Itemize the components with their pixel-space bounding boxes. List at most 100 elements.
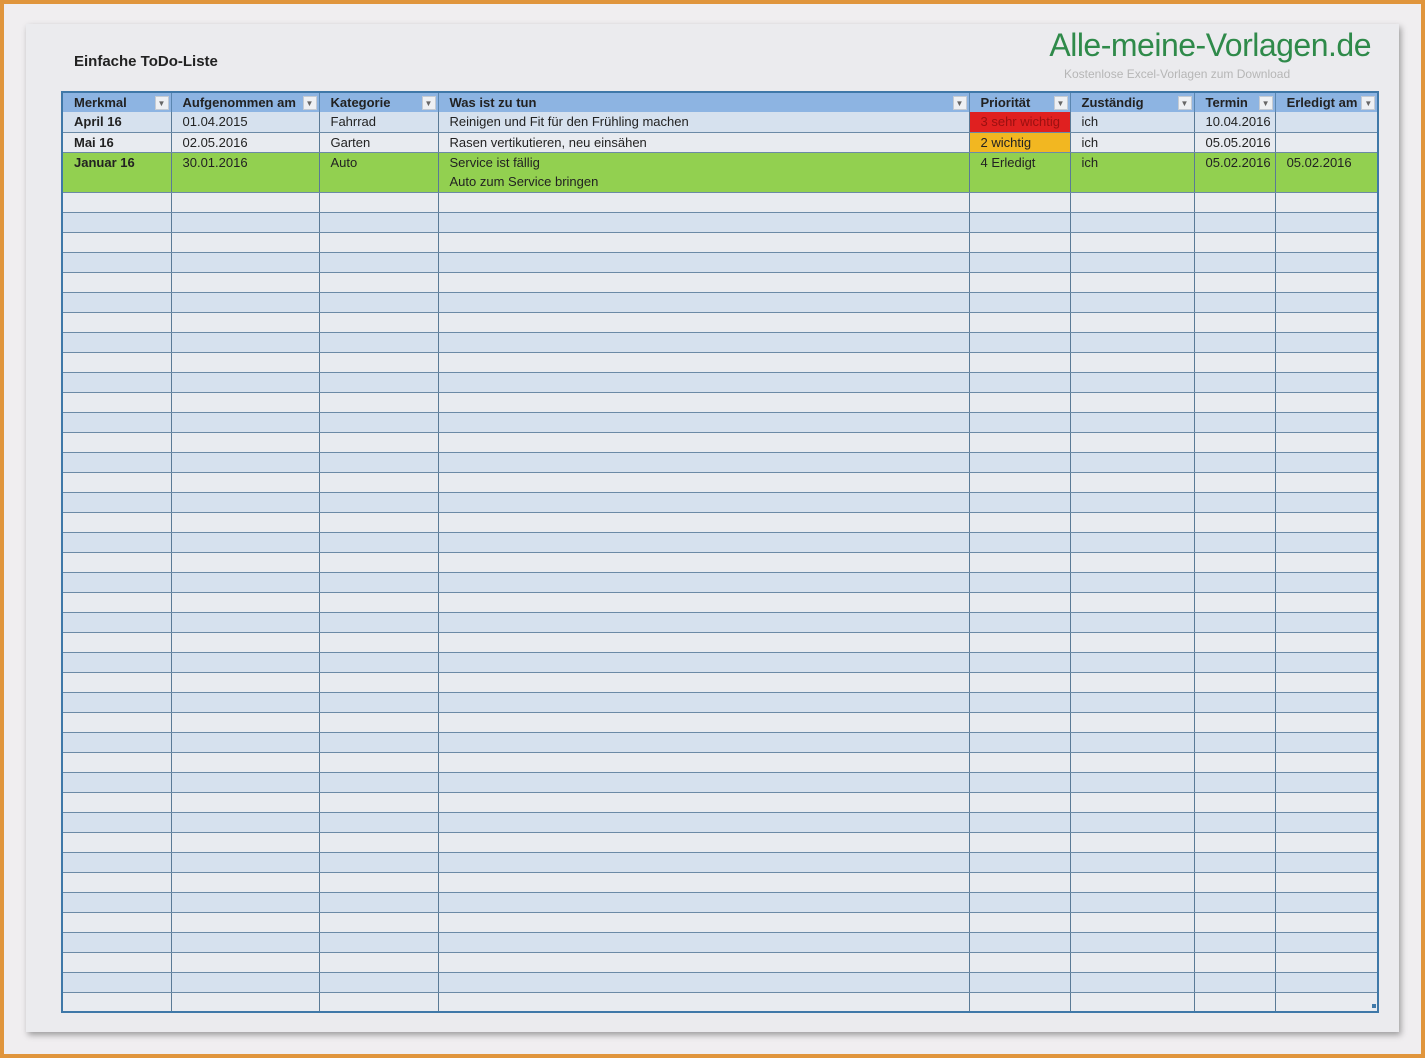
empty-cell[interactable] xyxy=(969,652,1071,673)
empty-cell[interactable] xyxy=(969,912,1071,933)
empty-cell[interactable] xyxy=(1070,292,1195,313)
empty-cell[interactable] xyxy=(969,452,1071,473)
empty-cell[interactable] xyxy=(1275,532,1379,553)
empty-cell[interactable] xyxy=(1194,392,1276,413)
empty-cell[interactable] xyxy=(438,332,970,353)
empty-cell[interactable] xyxy=(438,452,970,473)
filter-dropdown-icon[interactable]: ▼ xyxy=(1177,96,1192,110)
empty-cell[interactable] xyxy=(319,632,439,653)
empty-cell[interactable] xyxy=(438,852,970,873)
empty-cell[interactable] xyxy=(319,332,439,353)
empty-cell[interactable] xyxy=(438,832,970,853)
empty-cell[interactable] xyxy=(969,992,1071,1013)
empty-cell[interactable] xyxy=(1194,292,1276,313)
empty-cell[interactable] xyxy=(62,692,172,713)
empty-cell[interactable] xyxy=(62,212,172,233)
empty-cell[interactable] xyxy=(171,492,320,513)
empty-cell[interactable] xyxy=(62,532,172,553)
empty-cell[interactable] xyxy=(62,252,172,273)
empty-cell[interactable] xyxy=(1070,912,1195,933)
empty-cell[interactable] xyxy=(319,372,439,393)
empty-cell[interactable] xyxy=(1194,612,1276,633)
empty-cell[interactable] xyxy=(319,932,439,953)
empty-cell[interactable] xyxy=(62,312,172,333)
filter-dropdown-icon[interactable]: ▼ xyxy=(154,96,169,110)
empty-cell[interactable] xyxy=(969,892,1071,913)
empty-cell[interactable] xyxy=(969,532,1071,553)
empty-cell[interactable] xyxy=(438,912,970,933)
empty-cell[interactable] xyxy=(62,952,172,973)
empty-cell[interactable] xyxy=(438,892,970,913)
empty-cell[interactable] xyxy=(1070,812,1195,833)
empty-cell[interactable] xyxy=(969,572,1071,593)
cell-kategorie[interactable]: Auto xyxy=(319,152,439,193)
empty-cell[interactable] xyxy=(1275,212,1379,233)
empty-cell[interactable] xyxy=(969,272,1071,293)
cell-aufgabe[interactable]: Rasen vertikutieren, neu einsähen xyxy=(438,132,970,153)
empty-cell[interactable] xyxy=(319,912,439,933)
empty-cell[interactable] xyxy=(319,252,439,273)
empty-cell[interactable] xyxy=(1275,772,1379,793)
empty-cell[interactable] xyxy=(1275,992,1379,1013)
cell-merkmal[interactable]: April 16 xyxy=(62,112,172,133)
empty-cell[interactable] xyxy=(1275,732,1379,753)
empty-cell[interactable] xyxy=(319,292,439,313)
empty-cell[interactable] xyxy=(1194,192,1276,213)
empty-cell[interactable] xyxy=(969,192,1071,213)
empty-cell[interactable] xyxy=(1275,232,1379,253)
empty-cell[interactable] xyxy=(1194,692,1276,713)
empty-cell[interactable] xyxy=(969,332,1071,353)
empty-cell[interactable] xyxy=(1275,632,1379,653)
empty-cell[interactable] xyxy=(438,192,970,213)
empty-cell[interactable] xyxy=(969,772,1071,793)
empty-cell[interactable] xyxy=(1275,832,1379,853)
empty-cell[interactable] xyxy=(969,352,1071,373)
empty-cell[interactable] xyxy=(438,672,970,693)
empty-cell[interactable] xyxy=(1070,972,1195,993)
empty-cell[interactable] xyxy=(1275,612,1379,633)
empty-cell[interactable] xyxy=(171,912,320,933)
cell-prioritaet[interactable]: 2 wichtig xyxy=(969,132,1071,153)
empty-cell[interactable] xyxy=(171,852,320,873)
cell-termin[interactable]: 05.02.2016 xyxy=(1194,152,1276,193)
empty-cell[interactable] xyxy=(171,332,320,353)
cell-zustaendig[interactable]: ich xyxy=(1070,132,1195,153)
empty-cell[interactable] xyxy=(171,932,320,953)
empty-cell[interactable] xyxy=(1275,412,1379,433)
empty-cell[interactable] xyxy=(438,572,970,593)
empty-cell[interactable] xyxy=(171,992,320,1013)
empty-cell[interactable] xyxy=(171,812,320,833)
empty-cell[interactable] xyxy=(62,832,172,853)
empty-cell[interactable] xyxy=(1194,452,1276,473)
empty-cell[interactable] xyxy=(319,792,439,813)
empty-cell[interactable] xyxy=(969,932,1071,953)
empty-cell[interactable] xyxy=(438,372,970,393)
empty-cell[interactable] xyxy=(969,972,1071,993)
cell-kategorie[interactable]: Fahrrad xyxy=(319,112,439,133)
cell-termin[interactable]: 10.04.2016 xyxy=(1194,112,1276,133)
empty-cell[interactable] xyxy=(171,972,320,993)
empty-cell[interactable] xyxy=(319,272,439,293)
filter-dropdown-icon[interactable]: ▼ xyxy=(302,96,317,110)
empty-cell[interactable] xyxy=(969,832,1071,853)
cell-aufgenommen[interactable]: 02.05.2016 xyxy=(171,132,320,153)
empty-cell[interactable] xyxy=(1070,552,1195,573)
empty-cell[interactable] xyxy=(969,672,1071,693)
empty-cell[interactable] xyxy=(438,592,970,613)
empty-cell[interactable] xyxy=(171,772,320,793)
empty-cell[interactable] xyxy=(1194,432,1276,453)
empty-cell[interactable] xyxy=(1070,492,1195,513)
empty-cell[interactable] xyxy=(62,672,172,693)
empty-cell[interactable] xyxy=(1275,852,1379,873)
empty-cell[interactable] xyxy=(62,572,172,593)
empty-cell[interactable] xyxy=(1275,952,1379,973)
empty-cell[interactable] xyxy=(1194,372,1276,393)
empty-cell[interactable] xyxy=(62,192,172,213)
empty-cell[interactable] xyxy=(1194,992,1276,1013)
empty-cell[interactable] xyxy=(1070,352,1195,373)
empty-cell[interactable] xyxy=(1194,312,1276,333)
empty-cell[interactable] xyxy=(1070,732,1195,753)
empty-cell[interactable] xyxy=(319,232,439,253)
empty-cell[interactable] xyxy=(969,252,1071,273)
empty-cell[interactable] xyxy=(319,672,439,693)
